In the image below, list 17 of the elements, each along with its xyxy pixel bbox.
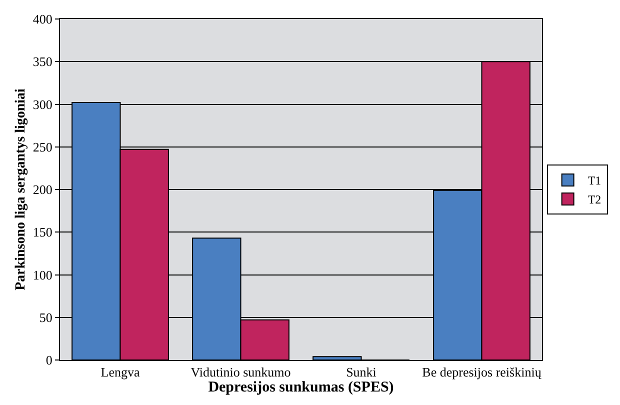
y-axis-title: Parkinsono liga sergantys ligoniai [14, 88, 28, 290]
y-tick-label: 50 [39, 310, 52, 325]
y-tick-label: 100 [32, 267, 52, 282]
y-tick-label: 0 [46, 352, 52, 368]
y-tick-label: 150 [32, 224, 52, 240]
y-tick-label: 400 [32, 12, 52, 27]
x-axis-title: Depresijos sunkumas (SPES) [208, 380, 394, 396]
x-tick-label: Be depresijos reiškinių [422, 364, 542, 380]
y-tick-label: 350 [32, 54, 52, 70]
x-tick-label: Lengva [100, 364, 140, 380]
y-tick-label: 250 [32, 139, 52, 154]
y-tick-label: 200 [32, 182, 52, 198]
legend-label: T2 [588, 192, 602, 207]
legend-label: T1 [588, 174, 602, 188]
y-tick-label: 300 [32, 96, 52, 112]
x-tick-label: Sunki [346, 364, 377, 380]
x-tick-label: Vidutinio sunkumo [190, 364, 291, 380]
